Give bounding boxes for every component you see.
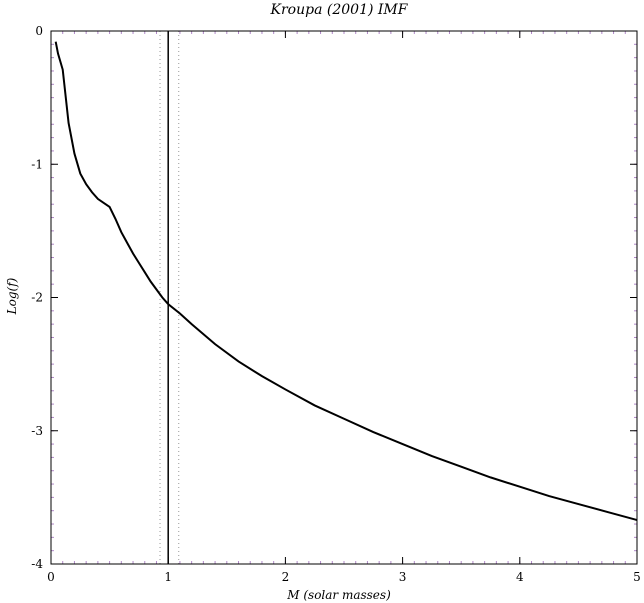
x-axis-label: M (solar masses) (286, 588, 391, 602)
x-tick-label: 3 (399, 570, 407, 584)
y-tick-label: 0 (35, 24, 43, 38)
x-tick-labels: 0 1 2 3 4 5 (47, 570, 641, 584)
imf-curve (54, 41, 638, 521)
y-axis-label: Log(f) (5, 277, 19, 315)
y-tick-label: -4 (31, 557, 43, 571)
x-tick-label: 2 (282, 570, 290, 584)
x-tick-label: 1 (164, 570, 172, 584)
y-tick-labels: 0 -1 -2 -3 -4 (31, 24, 43, 571)
x-tick-label: 0 (47, 570, 55, 584)
y-tick-label: -1 (31, 157, 43, 171)
y-tick-label: -2 (31, 291, 43, 305)
plot-frame (50, 30, 638, 565)
chart-title: Kroupa (2001) IMF (270, 2, 409, 18)
y-tick-label: -3 (31, 424, 43, 438)
x-tick-label: 4 (516, 570, 524, 584)
reference-lines (159, 31, 180, 564)
x-tick-label: 5 (633, 570, 641, 584)
